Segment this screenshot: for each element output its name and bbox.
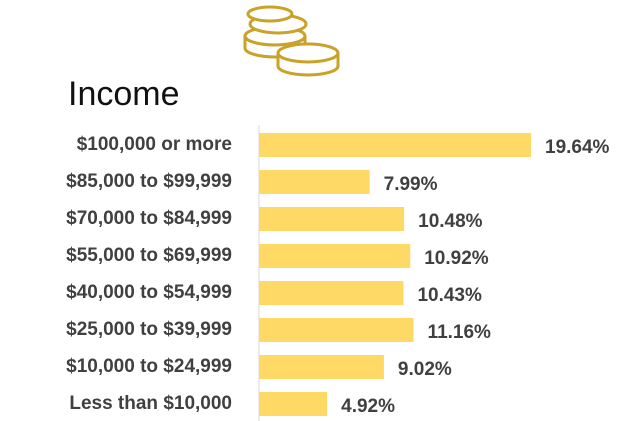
category-label: $40,000 to $54,999 xyxy=(66,282,232,303)
chart-title: Income xyxy=(68,75,180,113)
value-label: 19.64% xyxy=(545,137,610,158)
bar xyxy=(259,133,531,157)
category-label: $85,000 to $99,999 xyxy=(66,171,232,192)
value-label: 9.02% xyxy=(398,359,452,380)
value-label: 10.48% xyxy=(418,211,483,232)
category-label: $100,000 or more xyxy=(77,134,232,155)
coins-icon xyxy=(243,5,340,77)
category-label: $70,000 to $84,999 xyxy=(66,208,232,229)
bar xyxy=(259,281,404,305)
value-label: 7.99% xyxy=(384,174,438,195)
value-label: 10.92% xyxy=(424,248,489,269)
bar xyxy=(259,392,328,416)
category-label: $10,000 to $24,999 xyxy=(66,356,232,377)
bar xyxy=(259,244,411,268)
value-label: 10.43% xyxy=(417,285,482,306)
bar xyxy=(259,318,414,342)
value-label: 4.92% xyxy=(341,396,395,417)
bar xyxy=(259,207,405,231)
category-label: $55,000 to $69,999 xyxy=(66,245,232,266)
bar xyxy=(259,170,370,194)
bar xyxy=(259,355,384,379)
category-label: $25,000 to $39,999 xyxy=(66,319,232,340)
category-label: Less than $10,000 xyxy=(69,393,232,414)
value-label: 11.16% xyxy=(428,322,491,343)
